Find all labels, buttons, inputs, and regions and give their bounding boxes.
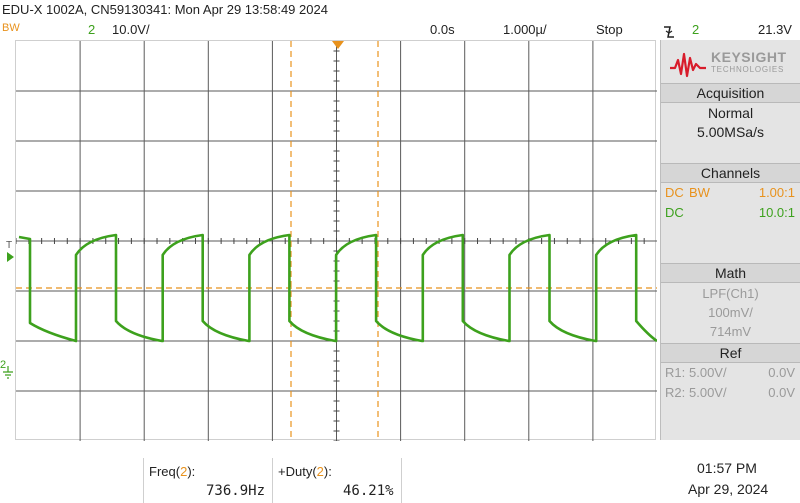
time-per-div[interactable]: 1.000µ/ [503,22,547,37]
ch2-probe: 10.0:1 [758,205,795,220]
ref1-scale: 5.00V/ [689,365,727,380]
measurement-bar: Freq(2): 736.9Hz +Duty(2): 46.21% 01:57 … [0,458,800,503]
ch1-bw-limit: BW [689,185,710,200]
math-header[interactable]: Math [661,263,800,283]
freq-channel: 2 [180,464,188,479]
measurement-duty-label[interactable]: +Duty(2): [278,464,332,479]
freq-label: Freq [149,464,176,479]
trigger-status[interactable]: 2 21.3V [662,22,800,40]
ch2-coupling: DC [665,205,684,220]
ch1-coupling: DC [665,185,684,200]
divider [143,458,144,503]
trigger-position-icon[interactable] [331,41,345,51]
measurement-duty-value: 46.21% [343,483,394,499]
trigger-level-marker: T [6,240,13,251]
divider [401,458,402,503]
ch2-number[interactable]: 2 [88,22,96,37]
graticule [16,41,657,441]
acquisition-mode: Normal [707,105,754,121]
keysight-wave-icon [670,52,706,78]
ref2-offset: 0.0V [768,385,795,400]
logo-sub: TECHNOLOGIES [711,65,785,74]
window-title: EDU-X 1002A, CN59130341: Mon Apr 29 13:5… [2,2,328,17]
ground-icon [3,366,13,379]
status-bar: BW 2 10.0V/ 0.0s 1.000µ/ Stop [0,22,660,40]
side-panel: KEYSIGHT TECHNOLOGIES Acquisition Normal… [660,40,800,440]
keysight-logo: KEYSIGHT TECHNOLOGIES [661,40,800,84]
ch2-offset-arrow-icon[interactable] [7,252,14,262]
ref-header[interactable]: Ref [661,343,800,363]
math-function: LPF(Ch1) [702,286,759,301]
math-offset: 714mV [709,324,752,339]
ref2-name: R2: [665,385,686,400]
trigger-source: 2 [692,22,700,37]
duty-channel: 2 [316,464,324,479]
ref1-name: R1: [665,365,686,380]
math-scale: 100mV/ [708,305,753,320]
ch1-bw-indicator[interactable]: BW [2,22,20,34]
logo-main: KEYSIGHT [711,49,787,65]
acquisition-header[interactable]: Acquisition [661,83,800,103]
measurement-freq-value: 736.9Hz [206,483,266,499]
measurement-freq-label[interactable]: Freq(2): [149,464,196,479]
channels-header[interactable]: Channels [661,163,800,183]
trigger-level: 21.3V [758,22,792,37]
ch2-waveform [18,233,657,343]
divider [272,458,273,503]
sample-rate: 5.00MSa/s [697,124,764,140]
clock-time: 01:57 PM [697,460,757,476]
clock-date: Apr 29, 2024 [688,481,769,497]
volts-per-div[interactable]: 10.0V/ [112,22,150,37]
duty-label: +Duty [278,464,313,479]
run-state[interactable]: Stop [596,22,623,37]
waveform-display[interactable] [15,40,657,441]
falling-edge-trigger-icon [664,26,674,38]
ref2-scale: 5.00V/ [689,385,727,400]
ref1-offset: 0.0V [768,365,795,380]
time-offset[interactable]: 0.0s [430,22,455,37]
ch1-probe: 1.00:1 [758,185,795,200]
ch2-ground-marker[interactable]: 2 [0,359,7,371]
